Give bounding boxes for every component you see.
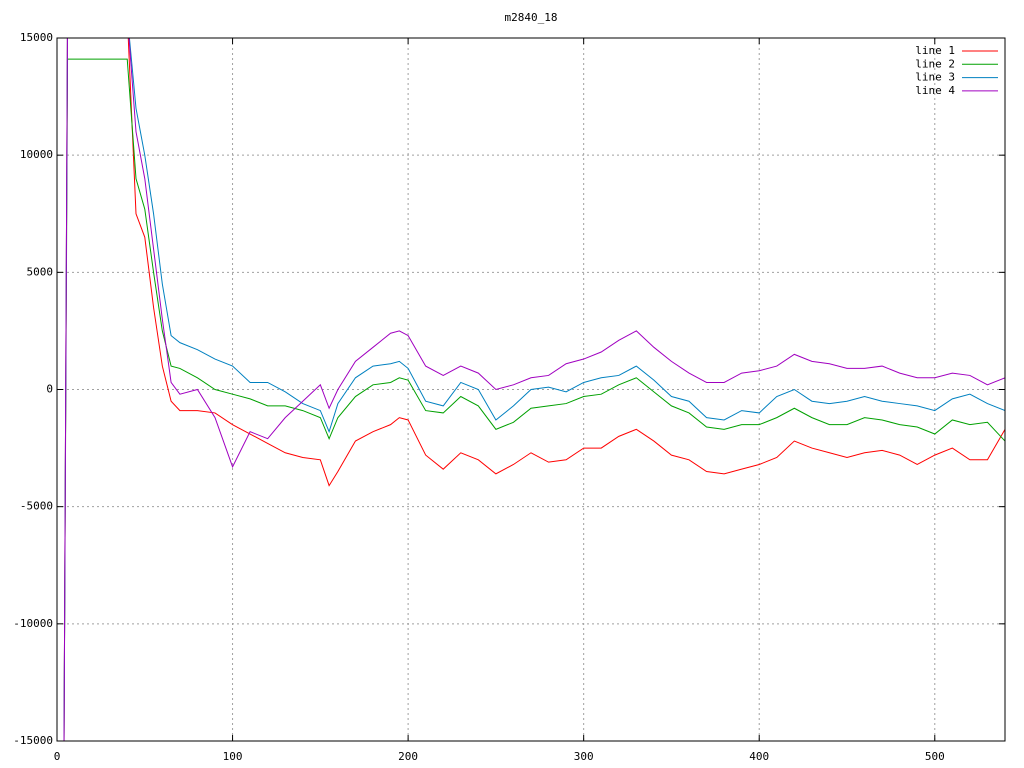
y-tick-label: 15000 xyxy=(20,31,53,44)
y-tick-label: -5000 xyxy=(20,500,53,513)
y-tick-label: -10000 xyxy=(13,617,53,630)
chart-title: m2840_18 xyxy=(505,11,558,24)
y-tick-label: 5000 xyxy=(27,265,54,278)
x-tick-label: 400 xyxy=(749,750,769,763)
legend-label: line 1 xyxy=(915,44,955,57)
data-line xyxy=(63,38,1005,741)
data-line xyxy=(63,58,1005,741)
legend-label: line 3 xyxy=(915,71,955,84)
y-tick-label: -15000 xyxy=(13,734,53,747)
y-tick-label: 0 xyxy=(46,383,53,396)
x-tick-label: 0 xyxy=(54,750,61,763)
x-tick-label: 300 xyxy=(574,750,594,763)
legend-label: line 4 xyxy=(915,84,955,97)
x-tick-label: 200 xyxy=(398,750,418,763)
plot-frame xyxy=(56,37,1006,742)
data-line xyxy=(63,38,1005,741)
x-tick-label: 500 xyxy=(925,750,945,763)
x-tick-label: 100 xyxy=(223,750,243,763)
y-tick-label: 10000 xyxy=(20,148,53,161)
data-line xyxy=(63,38,1005,741)
legend-label: line 2 xyxy=(915,57,955,70)
